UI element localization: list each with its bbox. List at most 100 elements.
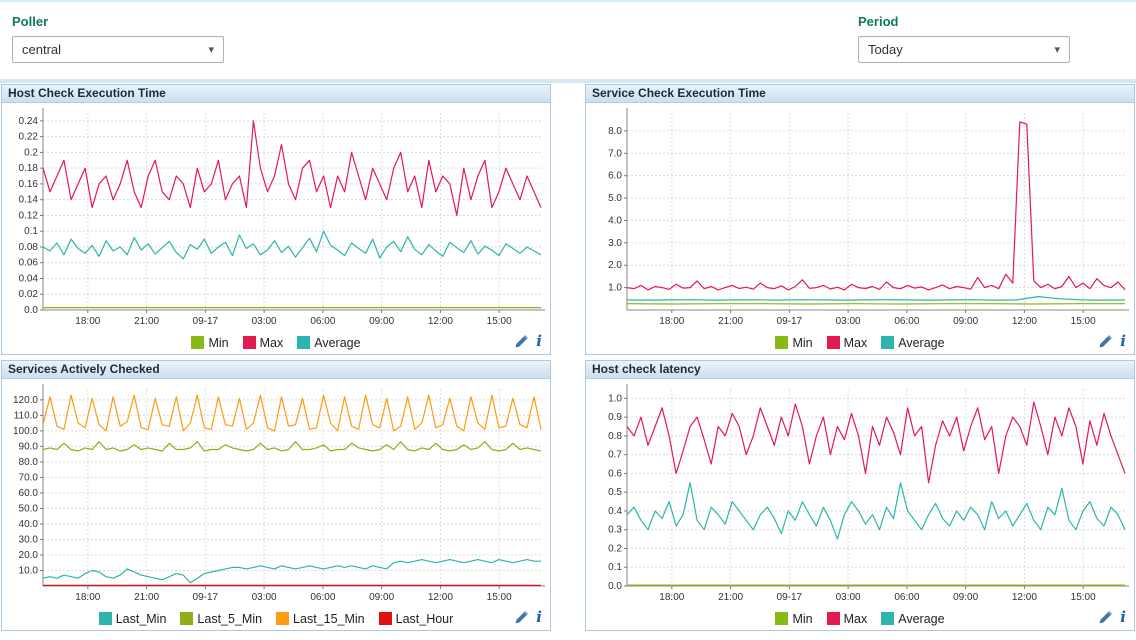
edit-graph-pencil-icon[interactable] [514,610,529,625]
legend-label: Last_Min [115,611,167,626]
host-check-execution-chart: 0.24 0.22 0.2 0.18 0.16 0.14 0.12 0.1 0.08 0.06 0.… [2,103,550,331]
svg-text:21:00: 21:00 [718,316,743,327]
svg-text:0.02: 0.02 [19,289,39,300]
svg-text:12:00: 12:00 [1012,592,1037,603]
chart-legend: Min Max Average [775,611,945,626]
svg-text:7.0: 7.0 [608,148,622,159]
svg-text:0.7: 0.7 [608,450,622,461]
legend-label: Last_Hour [395,611,454,626]
svg-text:06:00: 06:00 [310,316,335,327]
chart-legend: Min Max Average [191,335,361,350]
svg-text:12:00: 12:00 [428,316,453,327]
svg-text:0.5: 0.5 [608,487,622,498]
svg-text:18:00: 18:00 [75,592,100,603]
svg-text:5.0: 5.0 [608,193,622,204]
panel-title: Host check latency [586,361,1134,379]
svg-text:12:00: 12:00 [1012,316,1037,327]
poller-filter: Poller central ▾ [12,14,224,63]
svg-text:80.0: 80.0 [19,457,39,468]
graph-info-icon[interactable]: i [536,332,542,350]
svg-text:0.06: 0.06 [19,258,39,269]
legend-label: Min [792,611,813,626]
svg-text:03:00: 03:00 [252,592,277,603]
svg-text:4.0: 4.0 [608,215,622,226]
svg-text:0.4: 0.4 [608,506,622,517]
svg-text:06:00: 06:00 [310,592,335,603]
svg-text:110.0: 110.0 [14,410,39,421]
graph-info-icon[interactable]: i [536,608,542,626]
legend-label: Min [792,335,813,350]
panel-footer: Min Max Average i [2,331,550,354]
svg-text:15:00: 15:00 [487,592,512,603]
legend-swatch-icon [881,336,895,349]
panel-services-actively-checked: Services Actively Checked 120.0 110.0 100.… [1,360,551,631]
poller-select[interactable]: central ▾ [12,36,224,63]
legend-swatch-icon [297,336,311,349]
legend-swatch-icon [378,612,392,625]
svg-text:40.0: 40.0 [19,519,39,530]
charts-grid: Host Check Execution Time 0.24 0.22 0.2 0.1… [0,83,1136,631]
svg-text:15:00: 15:00 [487,316,512,327]
legend-item: Min [775,335,813,350]
svg-text:0.24: 0.24 [19,116,39,127]
service-check-execution-chart: 8.0 7.0 6.0 5.0 4.0 3.0 2.0 1.0 18:00 21:00 09-17 0… [586,103,1134,331]
legend-swatch-icon [775,336,789,349]
legend-swatch-icon [191,336,205,349]
svg-text:0.6: 0.6 [608,468,622,479]
panel-title: Services Actively Checked [2,361,550,379]
svg-text:0.8: 0.8 [608,431,622,442]
period-select[interactable]: Today ▾ [858,36,1070,63]
svg-text:21:00: 21:00 [134,592,159,603]
period-label: Period [858,14,899,29]
svg-text:1.0: 1.0 [608,283,622,294]
legend-swatch-icon [98,612,112,625]
svg-text:120.0: 120.0 [13,395,38,406]
svg-text:0.18: 0.18 [19,163,39,174]
svg-text:09-17: 09-17 [193,316,219,327]
svg-text:20.0: 20.0 [19,550,39,561]
legend-swatch-icon [180,612,194,625]
legend-swatch-icon [242,336,256,349]
graph-info-icon[interactable]: i [1120,332,1126,350]
svg-text:0.1: 0.1 [24,226,38,237]
svg-text:09:00: 09:00 [369,316,394,327]
legend-item: Last_Hour [378,611,454,626]
svg-text:09:00: 09:00 [369,592,394,603]
edit-graph-pencil-icon[interactable] [1098,334,1113,349]
svg-text:09:00: 09:00 [953,592,978,603]
legend-label: Average [898,611,945,626]
svg-text:21:00: 21:00 [718,592,743,603]
svg-text:50.0: 50.0 [19,503,39,514]
graph-info-icon[interactable]: i [1120,608,1126,626]
svg-text:18:00: 18:00 [659,316,684,327]
svg-text:2.0: 2.0 [608,260,622,271]
legend-swatch-icon [881,612,895,625]
legend-label: Max [259,335,284,350]
svg-text:03:00: 03:00 [252,316,277,327]
edit-graph-pencil-icon[interactable] [1098,610,1113,625]
svg-text:1.0: 1.0 [608,393,622,404]
chevron-down-icon: ▾ [208,44,214,56]
svg-text:100.0: 100.0 [13,426,38,437]
chart-legend: Min Max Average [775,335,945,350]
svg-text:06:00: 06:00 [894,592,919,603]
edit-graph-pencil-icon[interactable] [514,334,529,349]
panel-service-check-execution-time: Service Check Execution Time 8.0 7.0 6.0 5.… [585,84,1135,355]
svg-text:06:00: 06:00 [894,316,919,327]
svg-text:03:00: 03:00 [836,316,861,327]
chart-legend: Last_Min Last_5_Min Last_15_Min Last_Hour [98,611,454,626]
legend-label: Last_15_Min [293,611,365,626]
legend-label: Min [208,335,229,350]
legend-item: Min [775,611,813,626]
svg-text:0.2: 0.2 [24,147,38,158]
svg-text:09-17: 09-17 [193,592,219,603]
svg-text:18:00: 18:00 [659,592,684,603]
svg-text:0.1: 0.1 [608,562,622,573]
services-actively-checked-chart: 120.0 110.0 100.0 90.0 80.0 70.0 60.0 50.0 40.0 3… [2,379,550,607]
legend-label: Max [843,335,868,350]
legend-item: Average [881,611,945,626]
panel-host-check-execution-time: Host Check Execution Time 0.24 0.22 0.2 0.1… [1,84,551,355]
legend-label: Max [843,611,868,626]
svg-text:90.0: 90.0 [19,441,39,452]
svg-text:18:00: 18:00 [75,316,100,327]
